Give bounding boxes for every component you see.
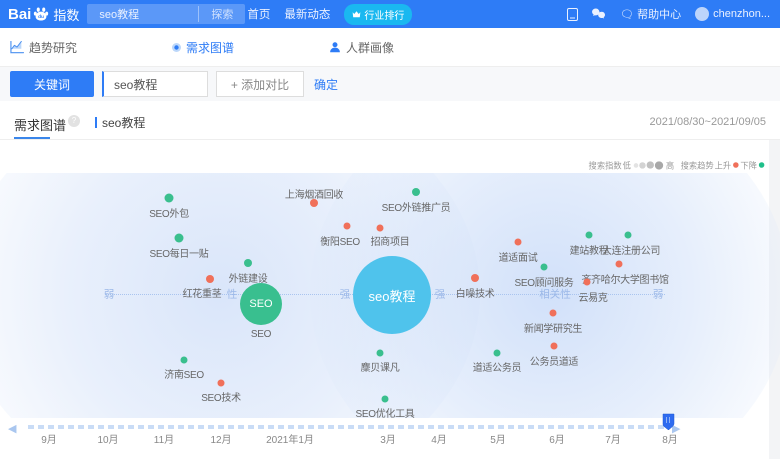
- svg-text:du: du: [38, 14, 44, 20]
